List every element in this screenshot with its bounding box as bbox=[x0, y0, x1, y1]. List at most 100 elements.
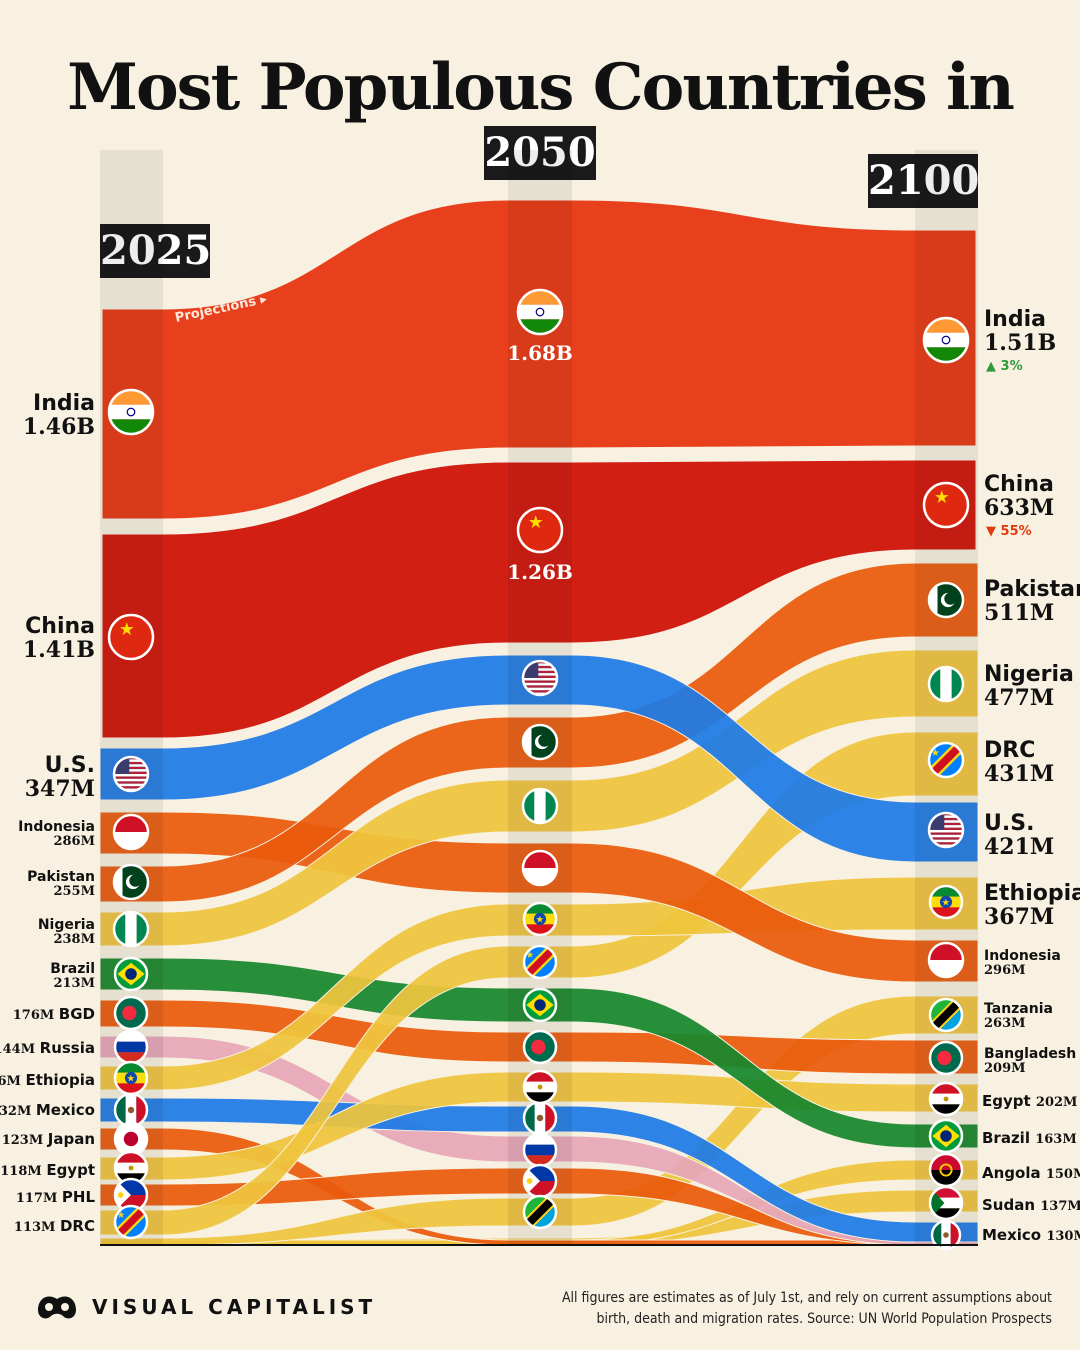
flag-drc-icon: ★ bbox=[113, 1204, 149, 1240]
flag-pakistan-icon bbox=[927, 581, 965, 619]
flag-brazil-icon bbox=[522, 987, 558, 1023]
source-note-line-2: birth, death and migration rates. Source… bbox=[596, 1311, 1052, 1327]
flag-china-icon: ★ bbox=[516, 506, 564, 554]
flag-drc-icon: ★ bbox=[927, 741, 965, 779]
label-2100-value-bgd: 209M bbox=[984, 1061, 1026, 1076]
svg-text:★: ★ bbox=[117, 1210, 126, 1221]
flag-ethiopia-icon: ★ bbox=[522, 901, 558, 937]
label-2025-mexico: 132M Mexico bbox=[0, 1101, 95, 1119]
labels-layer: India1.46BChina1.41BU.S.347MIndonesia286… bbox=[0, 307, 1080, 1244]
flag-nigeria-icon bbox=[112, 910, 150, 948]
flag-drc-icon: ★ bbox=[522, 944, 558, 980]
flag-us-icon bbox=[521, 659, 559, 697]
flag-indonesia-icon bbox=[927, 941, 965, 979]
flow-us bbox=[100, 654, 978, 863]
label-2100-value-china: 633M bbox=[984, 495, 1054, 521]
brand-logo: VISUAL CAPITALIST bbox=[34, 1290, 376, 1324]
flag-india-icon bbox=[107, 388, 155, 436]
flag-ethiopia-icon: ★ bbox=[928, 884, 964, 920]
label-2025-value-pakistan: 255M bbox=[53, 884, 95, 899]
flag-us-icon bbox=[112, 755, 150, 793]
label-2100-brazil: Brazil 163M bbox=[982, 1129, 1077, 1147]
label-2100-sudan: Sudan 137M bbox=[982, 1196, 1080, 1214]
label-2100-value-us: 421M bbox=[984, 834, 1054, 860]
label-2100-name-tanzania: Tanzania bbox=[984, 1001, 1053, 1017]
label-2100-value-nigeria: 477M bbox=[984, 685, 1054, 711]
label-2100-name-nigeria: Nigeria bbox=[984, 662, 1074, 687]
brand-name: VISUAL CAPITALIST bbox=[92, 1295, 377, 1319]
label-2100-value-drc: 431M bbox=[984, 761, 1054, 787]
label-2100-value-indonesia: 296M bbox=[984, 963, 1026, 978]
source-note-line-1: All figures are estimates as of July 1st… bbox=[561, 1290, 1052, 1306]
label-2025-bgd: 176M BGD bbox=[13, 1005, 95, 1023]
label-2025-value-indonesia: 286M bbox=[53, 834, 95, 849]
label-2025-name-indonesia: Indonesia bbox=[18, 819, 95, 835]
svg-text:★: ★ bbox=[934, 488, 950, 508]
year-2050-label: 2050 bbox=[484, 126, 596, 180]
label-2100-value-ethiopia: 367M bbox=[984, 904, 1054, 930]
label-2100-name-us: U.S. bbox=[984, 811, 1034, 836]
flow-phl bbox=[100, 1167, 978, 1245]
flag-us-icon bbox=[927, 811, 965, 849]
label-2025-japan: 123M Japan bbox=[2, 1130, 95, 1148]
flag-tanzania-icon bbox=[928, 997, 964, 1033]
flag-india-icon bbox=[922, 316, 970, 364]
label-2050-value-china: 1.26B bbox=[507, 560, 573, 584]
label-2025-russia: 144M Russia bbox=[0, 1039, 95, 1057]
label-2050-value-india: 1.68B bbox=[507, 341, 573, 365]
label-2025-name-us: U.S. bbox=[45, 753, 95, 778]
label-2100-name-pakistan: Pakistan bbox=[984, 577, 1080, 602]
label-2100-name-drc: DRC bbox=[984, 738, 1035, 763]
flag-bgd-icon bbox=[113, 995, 149, 1031]
flag-mexico-icon bbox=[522, 1100, 558, 1136]
label-2025-phl: 117M PHL bbox=[16, 1188, 96, 1206]
label-2025-drc: 113M DRC bbox=[14, 1217, 95, 1235]
flow-egypt bbox=[100, 1071, 978, 1181]
svg-text:★: ★ bbox=[526, 950, 535, 961]
flag-russia-icon bbox=[113, 1029, 149, 1065]
flag-mexico-icon bbox=[930, 1219, 962, 1251]
flag-indonesia-icon bbox=[521, 849, 559, 887]
svg-text:★: ★ bbox=[536, 915, 545, 926]
svg-text:★: ★ bbox=[119, 620, 135, 640]
label-2025-name-china: China bbox=[25, 614, 95, 639]
chart-title: Most Populous Countries in bbox=[67, 50, 1015, 125]
flag-pakistan-icon bbox=[112, 863, 150, 901]
label-2100-name-ethiopia: Ethiopia bbox=[984, 881, 1080, 906]
label-2025-value-us: 347M bbox=[25, 776, 95, 802]
label-2025-egypt: 118M Egypt bbox=[0, 1161, 95, 1179]
label-2100-name-china: China bbox=[984, 472, 1054, 497]
year-2100-label: 2100 bbox=[868, 154, 979, 208]
flag-mexico-icon bbox=[113, 1092, 149, 1128]
flag-sudan-icon bbox=[928, 1185, 964, 1221]
year-2025-label: 2025 bbox=[100, 224, 211, 278]
label-2100-angola: Angola 150M bbox=[982, 1164, 1080, 1182]
flow-drc bbox=[100, 731, 978, 1236]
label-2100-name-india: India bbox=[984, 307, 1046, 332]
flag-tanzania-icon bbox=[522, 1194, 558, 1230]
flag-indonesia-icon bbox=[112, 813, 150, 851]
label-2100-value-tanzania: 263M bbox=[984, 1016, 1026, 1031]
flag-phl-icon bbox=[522, 1163, 558, 1199]
flow-india bbox=[100, 195, 978, 524]
flag-russia-icon bbox=[522, 1132, 558, 1168]
flow-china bbox=[100, 455, 978, 743]
flag-brazil-icon bbox=[928, 1118, 964, 1154]
flags-layer: ★ ★ ★ ★ ★ ★ ★ ★ ★ bbox=[107, 288, 970, 1251]
label-2100-value-india: 1.51B bbox=[984, 330, 1056, 356]
flag-pakistan-icon bbox=[521, 723, 559, 761]
flag-angola-icon bbox=[928, 1152, 964, 1188]
flag-nigeria-icon bbox=[927, 665, 965, 703]
label-2100-name-indonesia: Indonesia bbox=[984, 948, 1061, 964]
label-2100-name-bgd: Bangladesh bbox=[984, 1046, 1076, 1062]
label-2025-name-pakistan: Pakistan bbox=[27, 869, 95, 885]
label-2025-name-brazil: Brazil bbox=[50, 961, 95, 977]
flag-india-icon bbox=[516, 288, 564, 336]
flag-japan-icon bbox=[113, 1121, 149, 1157]
flag-china-icon: ★ bbox=[922, 481, 970, 529]
label-2025-value-china: 1.41B bbox=[23, 637, 95, 663]
label-2025-value-india: 1.46B bbox=[23, 414, 95, 440]
label-2100-mexico: Mexico 130M bbox=[982, 1226, 1080, 1244]
flag-egypt-icon bbox=[928, 1081, 964, 1117]
